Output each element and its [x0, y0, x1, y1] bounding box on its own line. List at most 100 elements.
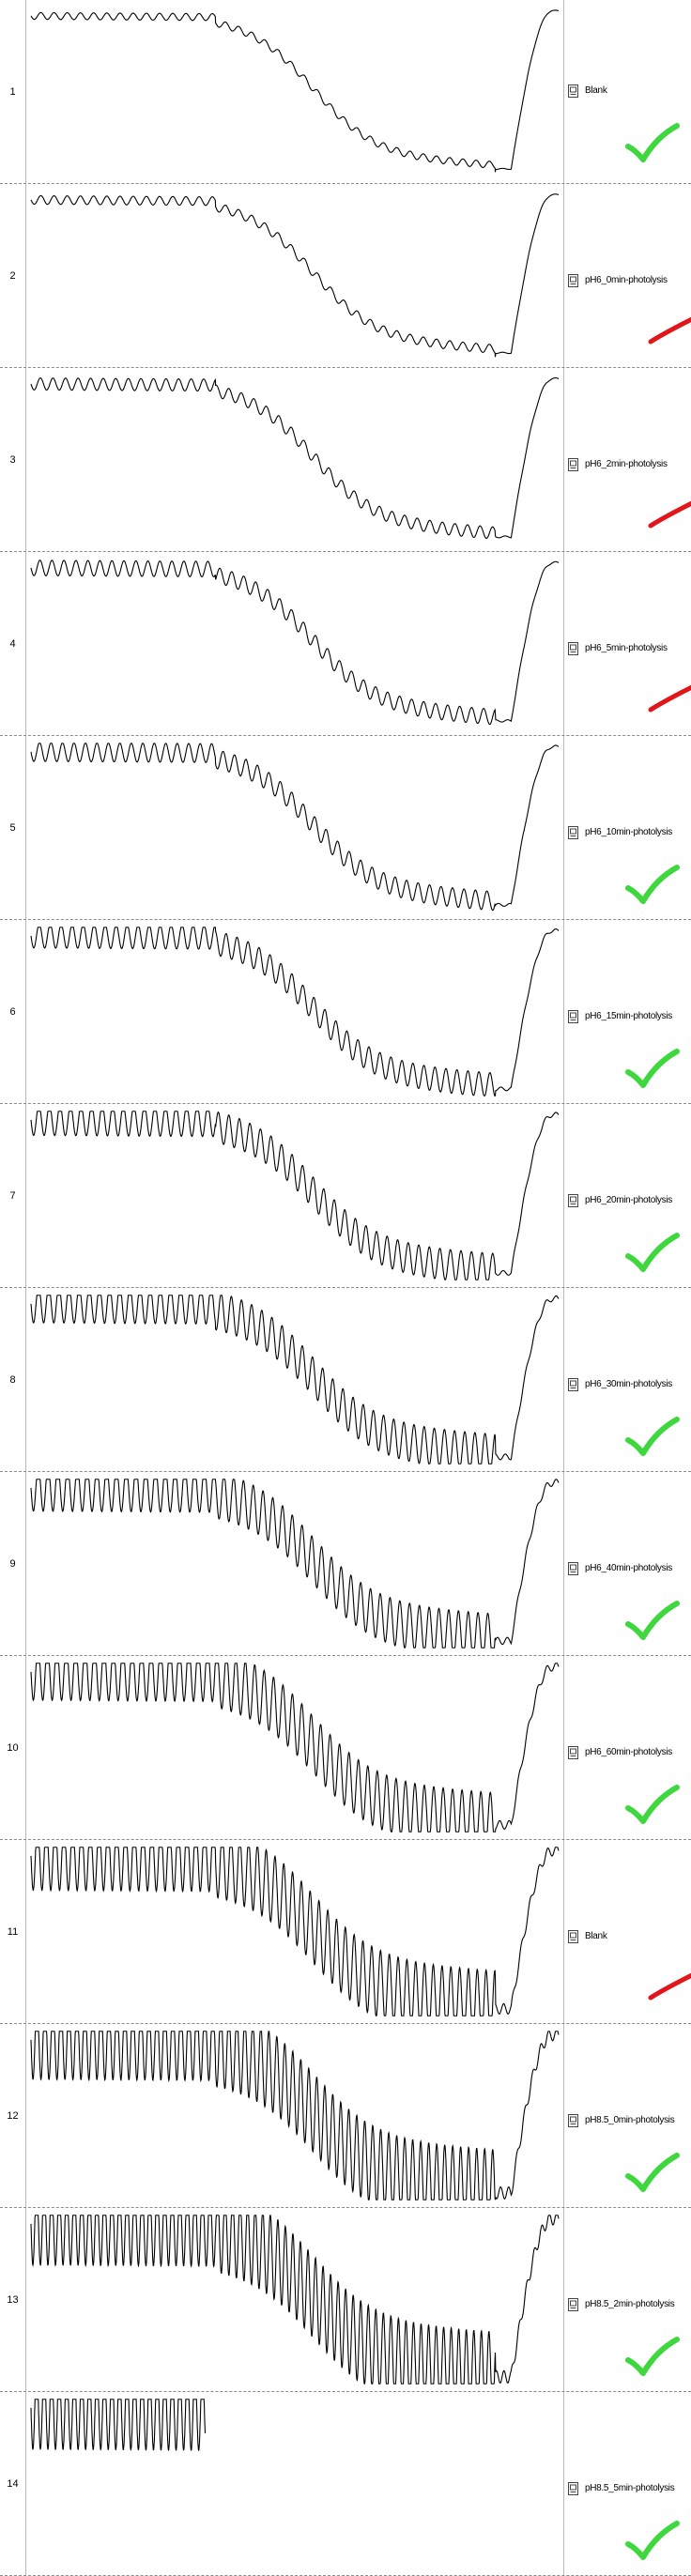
- sample-row[interactable]: 5 pH6_10min-photolysis: [0, 736, 691, 920]
- sample-row[interactable]: 11 Blank: [0, 1840, 691, 2024]
- label-cell: pH6_15min-photolysis: [564, 920, 691, 1103]
- waveform-trace: [30, 193, 560, 358]
- waveform-trace: [30, 927, 560, 1096]
- waveform-line: [30, 560, 560, 726]
- file-icon: [568, 826, 578, 839]
- trace-cell: [26, 736, 564, 919]
- waveform-line: [30, 2399, 207, 2452]
- green-check-icon: [625, 1233, 680, 1272]
- waveform-line: [30, 1847, 560, 2016]
- row-number: 5: [0, 736, 26, 919]
- label-cell: Blank: [564, 1840, 691, 2023]
- waveform-line: [30, 193, 560, 358]
- sample-row[interactable]: 8 pH6_30min-photolysis: [0, 1288, 691, 1472]
- sample-row[interactable]: 14 pH8.5_5min-photolysis: [0, 2392, 691, 2576]
- sample-label: pH6_0min-photolysis: [585, 275, 668, 285]
- waveform-trace: [30, 1663, 560, 1832]
- waveform-trace: [30, 1111, 560, 1280]
- waveform-trace: [30, 1847, 560, 2016]
- waveform-line: [30, 1479, 560, 1648]
- trace-cell: [26, 552, 564, 735]
- row-number: 14: [0, 2392, 26, 2575]
- sample-row[interactable]: 13 pH8.5_2min-photolysis: [0, 2208, 691, 2392]
- waveform-trace: [30, 9, 560, 173]
- sample-label: pH6_5min-photolysis: [585, 643, 668, 653]
- green-check-icon: [625, 865, 680, 904]
- file-icon: [568, 1930, 578, 1943]
- green-check-icon: [625, 123, 680, 162]
- trace-cell: [26, 2208, 564, 2391]
- trace-cell: [26, 2024, 564, 2207]
- waveform-trace: [30, 2031, 560, 2200]
- row-number: 6: [0, 920, 26, 1103]
- sample-row[interactable]: 7 pH6_20min-photolysis: [0, 1104, 691, 1288]
- file-icon: [568, 2482, 578, 2495]
- sample-label: pH8.5_5min-photolysis: [585, 2483, 675, 2493]
- sample-label: pH6_40min-photolysis: [585, 1563, 672, 1573]
- file-icon: [568, 1010, 578, 1023]
- sample-label: pH6_2min-photolysis: [585, 459, 668, 469]
- sample-row[interactable]: 12 pH8.5_0min-photolysis: [0, 2024, 691, 2208]
- file-icon: [568, 1562, 578, 1575]
- label-cell: pH8.5_2min-photolysis: [564, 2208, 691, 2391]
- waveform-trace: [30, 1479, 560, 1648]
- label-cell: pH6_10min-photolysis: [564, 736, 691, 919]
- green-check-icon: [625, 1601, 680, 1640]
- trace-cell: [26, 1104, 564, 1287]
- file-icon: [568, 1194, 578, 1207]
- sample-label: Blank: [585, 85, 607, 96]
- red-mark-icon: [648, 500, 691, 529]
- sample-label: pH6_15min-photolysis: [585, 1011, 672, 1021]
- label-cell: pH6_40min-photolysis: [564, 1472, 691, 1655]
- trace-cell: [26, 368, 564, 551]
- label-cell: pH6_2min-photolysis: [564, 368, 691, 551]
- row-number: 13: [0, 2208, 26, 2391]
- file-icon: [568, 1746, 578, 1759]
- trace-cell: [26, 1840, 564, 2023]
- trace-cell: [26, 1288, 564, 1471]
- sample-row[interactable]: 3 pH6_2min-photolysis: [0, 368, 691, 552]
- sample-row[interactable]: 1 Blank: [0, 0, 691, 184]
- trace-cell: [26, 184, 564, 367]
- waveform-line: [30, 376, 560, 540]
- sample-label: pH6_10min-photolysis: [585, 827, 672, 837]
- sample-row[interactable]: 9 pH6_40min-photolysis: [0, 1472, 691, 1656]
- label-cell: Blank: [564, 0, 691, 183]
- sample-label: pH6_60min-photolysis: [585, 1747, 672, 1757]
- label-cell: pH6_30min-photolysis: [564, 1288, 691, 1471]
- sample-row[interactable]: 4 pH6_5min-photolysis: [0, 552, 691, 736]
- row-number: 7: [0, 1104, 26, 1287]
- waveform-line: [30, 743, 560, 912]
- label-cell: pH6_20min-photolysis: [564, 1104, 691, 1287]
- waveform-trace: [30, 376, 560, 540]
- file-icon: [568, 274, 578, 287]
- waveform-line: [30, 1295, 560, 1464]
- row-number: 10: [0, 1656, 26, 1839]
- label-cell: pH8.5_5min-photolysis: [564, 2392, 691, 2575]
- row-number: 3: [0, 368, 26, 551]
- row-number: 8: [0, 1288, 26, 1471]
- waveform-line: [30, 1663, 560, 1832]
- sample-row[interactable]: 2 pH6_0min-photolysis: [0, 184, 691, 368]
- file-icon: [568, 84, 578, 98]
- sample-row[interactable]: 10 pH6_60min-photolysis: [0, 1656, 691, 1840]
- file-icon: [568, 2298, 578, 2311]
- row-number: 9: [0, 1472, 26, 1655]
- sample-row[interactable]: 6 pH6_15min-photolysis: [0, 920, 691, 1104]
- green-check-icon: [625, 1049, 680, 1088]
- row-number: 1: [0, 0, 26, 183]
- sample-label: pH6_30min-photolysis: [585, 1379, 672, 1389]
- sample-label: pH8.5_0min-photolysis: [585, 2115, 675, 2125]
- trace-cell: [26, 920, 564, 1103]
- trace-cell: [26, 1472, 564, 1655]
- trace-cell: [26, 0, 564, 183]
- label-cell: pH6_0min-photolysis: [564, 184, 691, 367]
- green-check-icon: [625, 1785, 680, 1824]
- label-cell: pH6_60min-photolysis: [564, 1656, 691, 1839]
- red-mark-icon: [648, 316, 691, 345]
- red-mark-icon: [648, 684, 691, 713]
- waveform-trace: [30, 2399, 207, 2452]
- file-icon: [568, 642, 578, 655]
- sample-label: pH6_20min-photolysis: [585, 1195, 672, 1205]
